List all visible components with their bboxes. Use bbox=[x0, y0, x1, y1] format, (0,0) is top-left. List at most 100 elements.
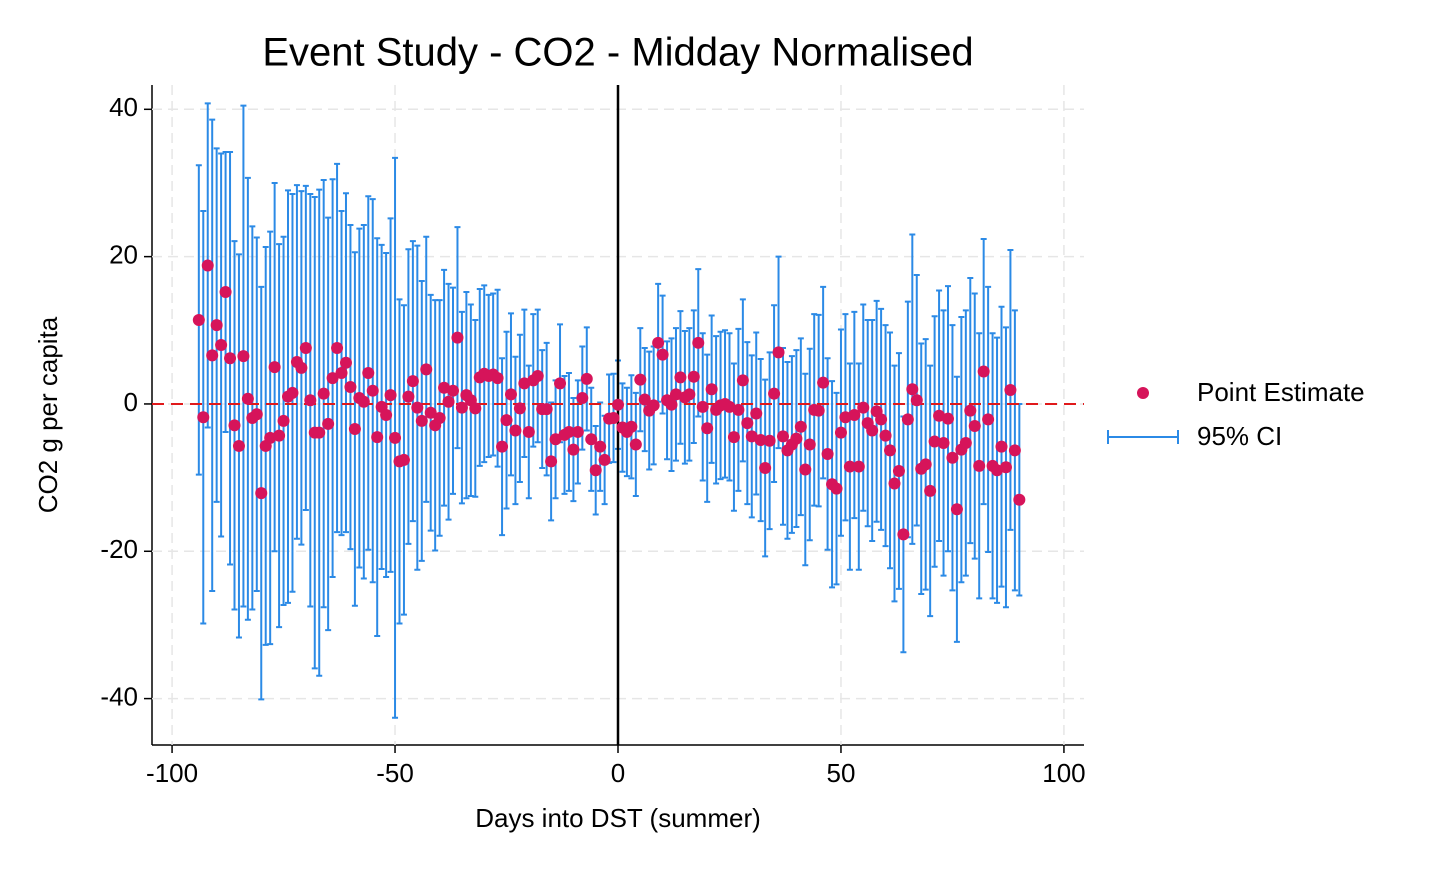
point-estimate bbox=[1008, 444, 1021, 457]
point-estimate bbox=[496, 440, 509, 453]
point-estimate bbox=[322, 417, 335, 430]
point-estimate bbox=[402, 390, 415, 403]
point-estimate bbox=[919, 458, 932, 471]
point-estimate bbox=[1013, 493, 1026, 506]
point-estimate bbox=[946, 451, 959, 464]
point-estimate bbox=[384, 389, 397, 402]
point-estimate bbox=[545, 455, 558, 468]
point-estimate bbox=[857, 401, 870, 414]
point-estimate bbox=[509, 424, 522, 437]
point-estimate bbox=[790, 432, 803, 445]
point-estimate bbox=[326, 372, 339, 385]
x-tick-label: 50 bbox=[827, 758, 856, 788]
y-tick-label: -20 bbox=[100, 534, 138, 564]
point-estimate bbox=[224, 352, 237, 365]
point-estimate bbox=[389, 431, 402, 444]
point-estimate bbox=[701, 422, 714, 435]
point-estimate bbox=[634, 373, 647, 386]
chart-title: Event Study - CO2 - Midday Normalised bbox=[262, 31, 973, 75]
point-estimate bbox=[982, 413, 995, 426]
point-estimate bbox=[424, 406, 437, 419]
point-estimate bbox=[469, 402, 482, 415]
point-estimate bbox=[562, 425, 575, 438]
legend-label: 95% CI bbox=[1197, 421, 1282, 451]
point-estimate bbox=[585, 433, 598, 446]
point-estimate bbox=[451, 331, 464, 344]
point-estimate bbox=[237, 350, 250, 363]
point-estimate bbox=[843, 460, 856, 473]
point-estimate bbox=[683, 388, 696, 401]
point-estimate bbox=[299, 341, 312, 354]
point-estimate bbox=[580, 372, 593, 385]
point-estimate bbox=[928, 435, 941, 448]
y-tick-label: 0 bbox=[124, 387, 138, 417]
point-estimate bbox=[504, 388, 517, 401]
point-estimate bbox=[687, 370, 700, 383]
point-estimate bbox=[295, 361, 308, 374]
point-estimate bbox=[794, 420, 807, 433]
point-estimate bbox=[598, 453, 611, 466]
point-estimate bbox=[834, 426, 847, 439]
point-estimate bbox=[594, 440, 607, 453]
point-estimate bbox=[665, 398, 678, 411]
x-tick-label: 0 bbox=[611, 758, 625, 788]
point-estimate bbox=[607, 411, 620, 424]
point-estimate bbox=[888, 477, 901, 490]
point-estimate bbox=[705, 383, 718, 396]
point-estimate bbox=[656, 348, 669, 361]
point-estimate bbox=[674, 371, 687, 384]
point-estimate bbox=[968, 420, 981, 433]
point-estimate bbox=[937, 436, 950, 449]
point-estimate bbox=[906, 383, 919, 396]
point-estimate bbox=[754, 434, 767, 447]
point-estimate bbox=[513, 402, 526, 415]
point-estimate bbox=[763, 434, 776, 447]
point-estimate bbox=[273, 429, 286, 442]
point-estimate bbox=[335, 367, 348, 380]
point-estimate bbox=[447, 384, 460, 397]
legend-label: Point Estimate bbox=[1197, 377, 1365, 407]
point-estimate bbox=[366, 384, 379, 397]
point-estimate bbox=[241, 392, 254, 405]
point-estimate bbox=[210, 319, 223, 332]
point-estimate bbox=[567, 443, 580, 456]
point-estimate bbox=[924, 484, 937, 497]
point-estimate bbox=[950, 503, 963, 516]
point-estimate bbox=[736, 374, 749, 387]
point-estimate bbox=[397, 453, 410, 466]
point-estimate bbox=[892, 464, 905, 477]
point-estimate bbox=[357, 395, 370, 408]
point-estimate bbox=[941, 412, 954, 425]
point-estimate bbox=[554, 377, 567, 390]
point-estimate bbox=[759, 462, 772, 475]
point-estimate bbox=[973, 459, 986, 472]
point-estimate bbox=[522, 425, 535, 438]
point-estimate bbox=[647, 399, 660, 412]
point-estimate bbox=[776, 430, 789, 443]
point-estimate bbox=[1004, 383, 1017, 396]
point-estimate bbox=[897, 528, 910, 541]
point-estimate bbox=[625, 420, 638, 433]
point-estimate bbox=[977, 365, 990, 378]
point-estimate bbox=[344, 381, 357, 394]
point-estimate bbox=[732, 403, 745, 416]
point-estimate bbox=[540, 403, 553, 416]
point-estimate bbox=[420, 363, 433, 376]
point-estimate bbox=[433, 411, 446, 424]
point-estimate bbox=[799, 463, 812, 476]
y-axis-label: CO2 g per capita bbox=[33, 316, 63, 513]
point-estimate bbox=[228, 419, 241, 432]
point-estimate bbox=[692, 336, 705, 349]
point-estimate bbox=[879, 429, 892, 442]
point-estimate bbox=[500, 414, 513, 427]
point-estimate bbox=[571, 425, 584, 438]
point-estimate bbox=[197, 411, 210, 424]
point-estimate bbox=[339, 356, 352, 369]
point-estimate bbox=[964, 404, 977, 417]
point-estimate bbox=[442, 395, 455, 408]
point-estimate bbox=[268, 361, 281, 374]
point-estimate bbox=[415, 414, 428, 427]
point-estimate bbox=[812, 404, 825, 417]
point-estimate bbox=[696, 400, 709, 413]
